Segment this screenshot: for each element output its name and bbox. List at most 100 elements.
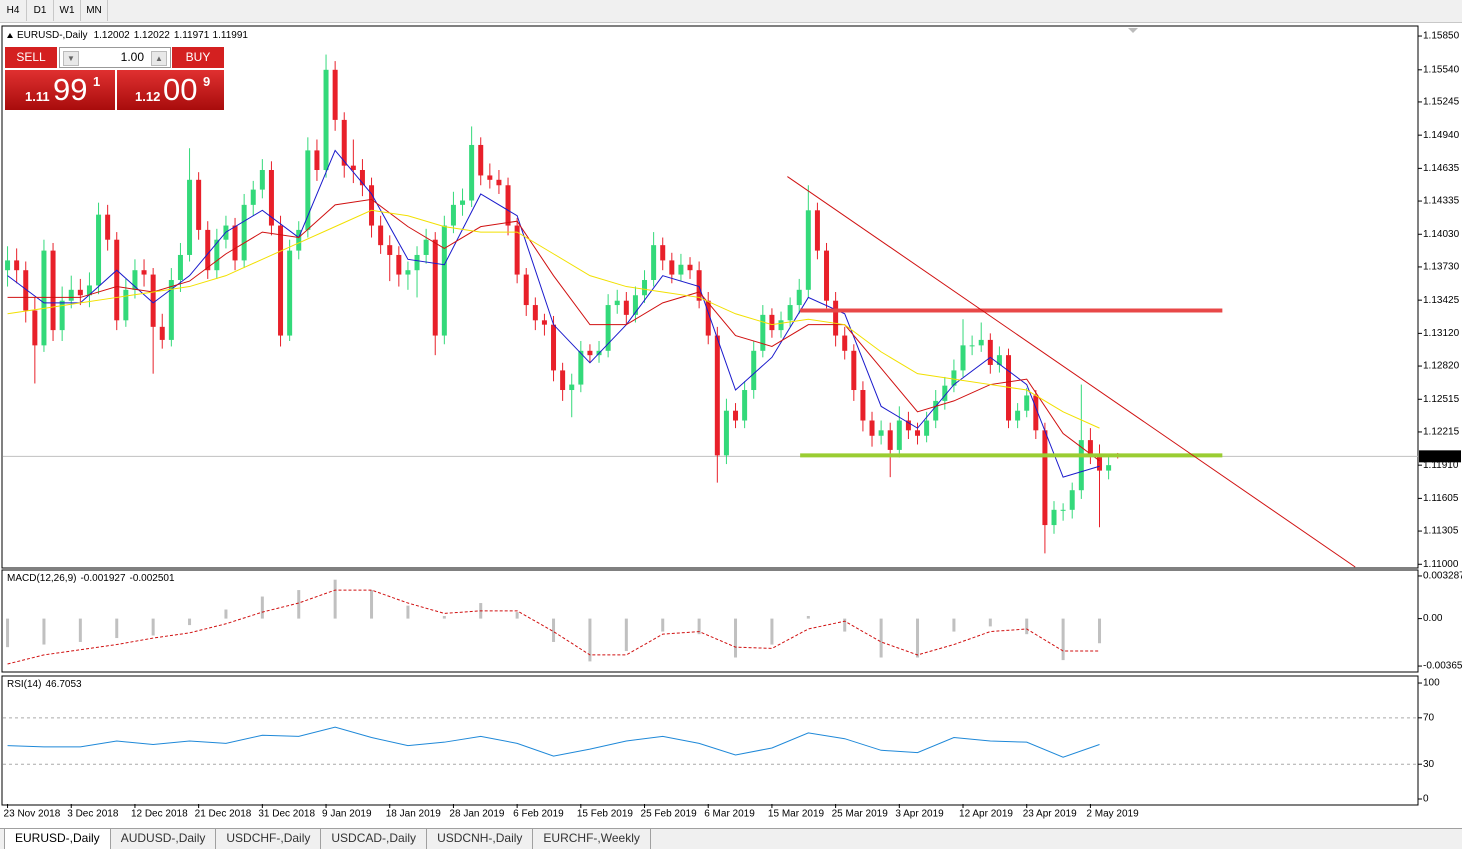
candle-body <box>696 270 702 301</box>
macd-bar <box>734 618 738 658</box>
timeframe-button[interactable]: D1 <box>27 0 54 21</box>
buy-button[interactable]: BUY <box>172 47 224 68</box>
candle-body <box>505 185 511 226</box>
x-tick-label: 2 May 2019 <box>1086 809 1139 820</box>
candle-body <box>268 170 274 226</box>
chart-tab[interactable]: EURUSD-,Daily <box>4 829 111 849</box>
candle-body <box>414 254 420 271</box>
candle-body <box>378 225 384 246</box>
sell-button[interactable]: SELL <box>5 47 57 68</box>
macd-bar <box>6 618 10 648</box>
candle-body <box>1087 440 1093 456</box>
candle-body <box>660 245 666 261</box>
candle-body <box>387 245 393 255</box>
rsi-panel <box>1 675 1419 806</box>
trendline <box>787 176 1356 568</box>
y-tick-label: 30 <box>1423 759 1435 770</box>
ask-price[interactable]: 1.12 00 9 <box>117 70 224 110</box>
main-header: EURUSD-,Daily 1.12002 1.12022 1.11971 1.1199… <box>17 30 248 41</box>
macd-main: -0.001927 <box>80 573 125 584</box>
candle-body <box>915 430 921 436</box>
candle-body <box>705 300 711 336</box>
macd-signal <box>7 589 1100 665</box>
candle-body <box>751 350 757 391</box>
candle-body <box>905 420 911 431</box>
x-tick-label: 28 Jan 2019 <box>449 809 504 820</box>
timeframe-button[interactable]: W1 <box>54 0 81 21</box>
candle-body <box>32 310 38 346</box>
candle-body <box>105 214 111 240</box>
x-tick-label: 21 Dec 2018 <box>195 809 252 820</box>
rsi-value: 46.7053 <box>45 679 82 690</box>
candle-body <box>14 260 20 271</box>
candle-body <box>396 254 402 275</box>
bid-price[interactable]: 1.11 99 1 <box>5 70 115 110</box>
macd-bar <box>770 618 774 645</box>
candle-body <box>569 384 575 391</box>
candle-body <box>86 285 92 296</box>
timeframe-button[interactable]: H4 <box>0 0 27 21</box>
candle-body <box>232 225 238 261</box>
candle-body <box>760 314 766 351</box>
y-tick-label: 0.00 <box>1423 613 1443 624</box>
rsi-line <box>7 726 1100 758</box>
chart-tab[interactable]: EURCHF-,Weekly <box>533 829 651 849</box>
candle-body <box>814 210 820 251</box>
x-tick-label: 12 Apr 2019 <box>959 809 1013 820</box>
bid-big: 1.11 <box>25 89 50 104</box>
high: 1.12022 <box>134 30 171 41</box>
candle-body <box>77 289 83 296</box>
y-tick-label: 1.14635 <box>1423 163 1460 174</box>
candle-body <box>833 300 839 336</box>
candle-body <box>842 335 848 351</box>
x-tick-label: 3 Apr 2019 <box>895 809 944 820</box>
moving-average <box>7 198 1100 462</box>
lot-value: 1.00 <box>120 50 144 64</box>
candle-body <box>214 239 220 271</box>
lot-down[interactable]: ▼ <box>63 51 79 66</box>
y-tick-label: 1.14335 <box>1423 196 1460 207</box>
ask-big: 1.12 <box>135 89 161 104</box>
macd-header: MACD(12,26,9) -0.001927 -0.002501 <box>7 573 175 584</box>
macd-bar <box>624 618 628 652</box>
chart-tab[interactable]: USDCNH-,Daily <box>427 829 534 849</box>
y-tick-label: 1.11910 <box>1423 460 1459 471</box>
candle-body <box>851 350 857 391</box>
candle-body <box>432 239 438 336</box>
lot-up[interactable]: ▲ <box>151 51 167 66</box>
candle-body <box>933 400 939 421</box>
candle-body <box>605 305 611 351</box>
x-tick-label: 23 Nov 2018 <box>4 809 61 820</box>
candle-body <box>551 324 557 371</box>
candle-body <box>960 345 966 371</box>
lot-input[interactable]: ▼ 1.00 ▲ <box>59 47 171 68</box>
candle-body <box>1106 465 1112 471</box>
candle-body <box>978 339 984 346</box>
candle-body <box>96 214 102 286</box>
candle-body <box>614 300 620 306</box>
chart-tab[interactable]: USDCAD-,Daily <box>321 829 428 849</box>
y-tick-label: -0.003659 <box>1423 661 1462 672</box>
bid-main: 99 <box>53 72 88 107</box>
candle-body <box>1051 509 1057 526</box>
candle-body <box>1078 440 1084 491</box>
candle-body <box>987 339 993 365</box>
low: 1.11971 <box>174 30 210 41</box>
candle-body <box>41 250 47 346</box>
candle-body <box>1097 455 1103 471</box>
candle-body <box>68 289 74 301</box>
ask-pip: 9 <box>203 74 211 89</box>
timeframe-button[interactable]: MN <box>81 0 108 21</box>
macd-bar <box>552 618 556 642</box>
candle-body <box>287 250 293 336</box>
x-tick-label: 15 Feb 2019 <box>577 809 634 820</box>
chart-tab[interactable]: AUDUSD-,Daily <box>111 829 217 849</box>
x-tick-label: 25 Mar 2019 <box>832 809 889 820</box>
candle-body <box>796 289 802 306</box>
candle-body <box>896 420 902 450</box>
macd-bar <box>297 590 301 619</box>
y-tick-label: 0 <box>1423 794 1429 805</box>
chart-tab[interactable]: USDCHF-,Daily <box>216 829 322 849</box>
macd-bar <box>952 618 956 632</box>
